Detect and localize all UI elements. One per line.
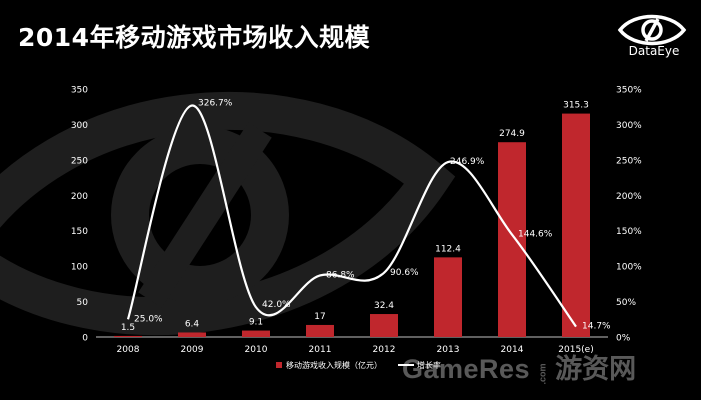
watermark-domain: .com xyxy=(537,363,548,385)
bar xyxy=(498,142,526,337)
y-left-tick-label: 100 xyxy=(71,263,88,273)
bar xyxy=(562,113,590,337)
line-value-label: 42.0% xyxy=(262,300,291,310)
x-tick-label: 2008 xyxy=(117,345,140,355)
line-value-label: 14.7% xyxy=(582,322,611,332)
y-left-tick-label: 0 xyxy=(82,334,88,344)
bar-value-label: 1.5 xyxy=(121,323,135,333)
line-value-label: 90.6% xyxy=(390,268,419,278)
y-left-tick-label: 150 xyxy=(71,227,88,237)
bar-value-label: 112.4 xyxy=(435,244,461,254)
x-tick-label: 2009 xyxy=(181,345,204,355)
y-left-tick-label: 350 xyxy=(71,86,88,96)
x-tick-label: 2012 xyxy=(373,345,396,355)
bar xyxy=(114,335,142,337)
bar-value-label: 6.4 xyxy=(185,319,200,329)
legend-line-label: 增长率 xyxy=(417,360,441,370)
legend-bar-swatch xyxy=(276,362,282,368)
bar-value-label: 17 xyxy=(314,312,325,322)
line-value-label: 144.6% xyxy=(518,230,553,240)
line-value-label: 246.9% xyxy=(450,157,485,167)
page-title: 2014年移动游戏市场收入规模 xyxy=(18,23,371,52)
bar xyxy=(370,314,398,337)
y-right-tick-label: 200% xyxy=(616,192,642,202)
y-right-tick-label: 50% xyxy=(616,298,636,308)
bar-value-label: 315.3 xyxy=(563,101,589,111)
x-tick-label: 2010 xyxy=(245,345,268,355)
bar-value-label: 274.9 xyxy=(499,129,525,139)
gameres-watermark: GameRes .com 游资网 xyxy=(402,347,636,387)
bar-value-label: 32.4 xyxy=(374,301,394,311)
line-value-label: 326.7% xyxy=(198,99,233,109)
y-left-tick-label: 50 xyxy=(77,298,89,308)
y-left-tick-label: 300 xyxy=(71,121,88,131)
y-right-tick-label: 0% xyxy=(616,334,631,344)
x-tick-label: 2011 xyxy=(309,345,332,355)
y-right-tick-label: 350% xyxy=(616,86,642,96)
growth-rate-line xyxy=(126,104,577,328)
bar xyxy=(306,324,334,337)
y-right-tick-label: 250% xyxy=(616,156,642,166)
y-right-tick-label: 100% xyxy=(616,263,642,273)
line-value-label: 86.8% xyxy=(326,270,355,280)
legend-bar-label: 移动游戏收入规模（亿元） xyxy=(286,360,382,370)
x-tick-label: 2013 xyxy=(437,345,460,355)
x-tick-label: 2014 xyxy=(501,345,524,355)
y-right-tick-label: 150% xyxy=(616,227,642,237)
bar xyxy=(178,332,206,337)
line-value-label: 25.0% xyxy=(134,314,163,324)
bar-value-label: 9.1 xyxy=(249,318,263,328)
x-tick-label: 2015(e) xyxy=(558,345,593,355)
bar xyxy=(242,330,270,337)
y-left-tick-label: 200 xyxy=(71,192,88,202)
watermark-brand: GameRes xyxy=(402,354,531,384)
bar xyxy=(434,257,462,337)
logo-text: DataEye xyxy=(628,44,680,58)
watermark-cn: 游资网 xyxy=(555,354,637,385)
y-left-tick-label: 250 xyxy=(71,156,88,166)
y-right-tick-label: 300% xyxy=(616,121,642,131)
dataeye-logo-icon xyxy=(617,14,687,46)
